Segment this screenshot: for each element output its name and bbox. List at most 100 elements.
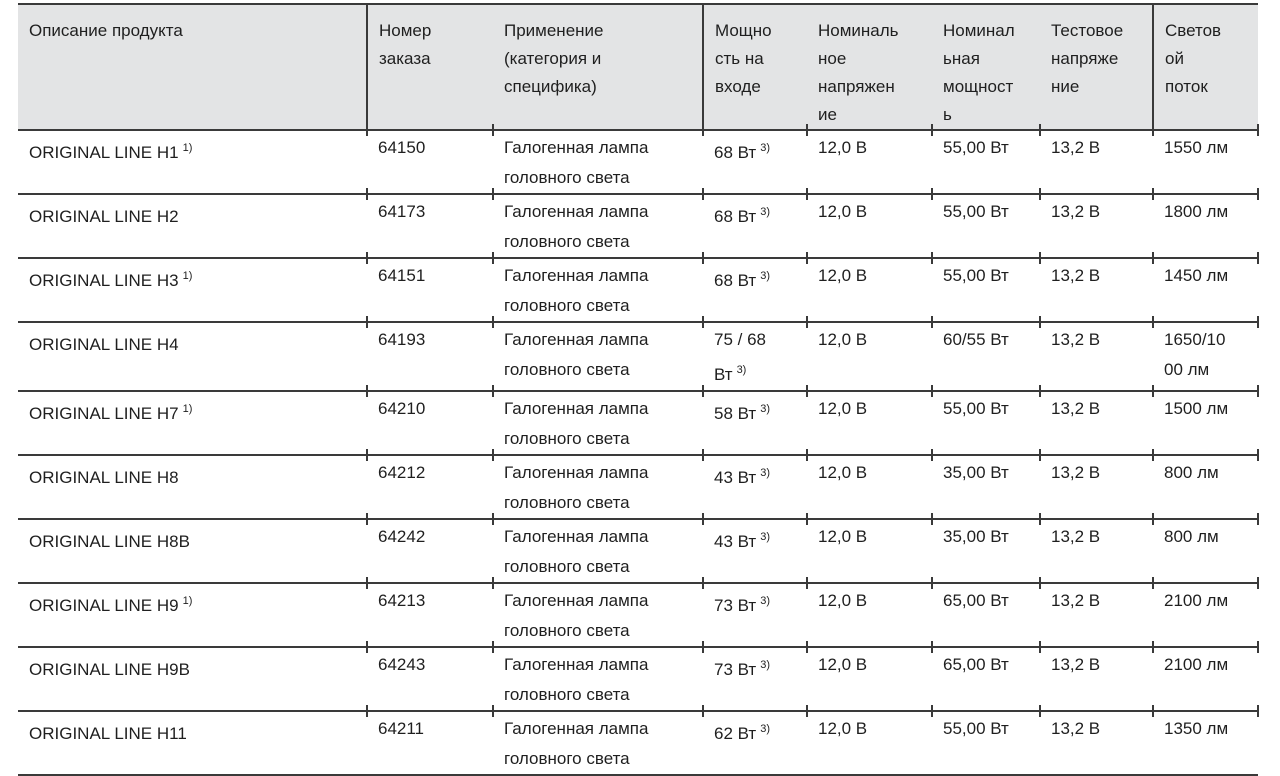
cell-input-power: 62 Вт 3) (702, 704, 807, 776)
product-name: ORIGINAL LINE H9B (29, 660, 190, 679)
cell-luminous-flux: 1650/10 00 лм (1152, 315, 1259, 392)
cell-luminous-flux: 800 лм (1152, 448, 1259, 520)
cell-test-voltage: 13,2 В (1039, 640, 1153, 712)
cell-order-number: 64210 (366, 384, 493, 456)
product-name: ORIGINAL LINE H2 (29, 207, 179, 226)
cell-luminous-flux: 2100 лм (1152, 640, 1259, 712)
cell-nominal-voltage: 12,0 В (806, 448, 932, 520)
cell-luminous-flux: 2100 лм (1152, 576, 1259, 648)
cell-input-power: 73 Вт 3) (702, 640, 807, 712)
cell-product-description: ORIGINAL LINE H7 1) (18, 391, 367, 456)
product-name: ORIGINAL LINE H8 (29, 468, 179, 487)
application-text: Галогенная лампа головного света (504, 655, 649, 704)
application-text: Галогенная лампа головного света (504, 266, 649, 315)
order-number: 64243 (378, 655, 426, 674)
cell-nominal-voltage: 12,0 В (806, 576, 932, 648)
cell-product-description: ORIGINAL LINE H9 1) (18, 583, 367, 648)
cell-application: Галогенная лампа головного света (492, 251, 703, 323)
cell-product-description: ORIGINAL LINE H3 1) (18, 258, 367, 323)
order-number: 64151 (378, 266, 426, 285)
test-voltage-value: 13,2 В (1051, 266, 1101, 285)
footnote-marker: 1) (182, 142, 193, 154)
column-header-nominal-power: Номинал ьная мощност ь (932, 4, 1040, 131)
application-text: Галогенная лампа головного света (504, 719, 649, 768)
cell-application: Галогенная лампа головного света (492, 512, 703, 584)
order-number: 64242 (378, 527, 426, 546)
cell-input-power: 68 Вт 3) (702, 251, 807, 323)
luminous-flux-value: 2100 лм (1164, 655, 1229, 674)
table-row: ORIGINAL LINE H9B 64243 Галогенная лампа… (18, 640, 1259, 712)
cell-input-power: 58 Вт 3) (702, 384, 807, 456)
nominal-voltage-value: 12,0 В (818, 399, 868, 418)
cell-input-power: 68 Вт 3) (702, 187, 807, 259)
cell-test-voltage: 13,2 В (1039, 123, 1153, 195)
application-text: Галогенная лампа головного света (504, 399, 649, 448)
cell-test-voltage: 13,2 В (1039, 512, 1153, 584)
cell-nominal-power: 55,00 Вт (931, 384, 1040, 456)
nominal-power-value: 55,00 Вт (943, 266, 1009, 285)
input-power-value: 73 Вт (714, 660, 757, 679)
nominal-voltage-value: 12,0 В (818, 527, 868, 546)
table-row: ORIGINAL LINE H11 64211 Галогенная лампа… (18, 704, 1259, 776)
cell-product-description: ORIGINAL LINE H4 (18, 322, 367, 392)
luminous-flux-value: 1550 лм (1164, 138, 1229, 157)
cell-application: Галогенная лампа головного света (492, 640, 703, 712)
nominal-power-value: 65,00 Вт (943, 591, 1009, 610)
cell-nominal-power: 35,00 Вт (931, 512, 1040, 584)
cell-nominal-power: 60/55 Вт (931, 315, 1040, 392)
cell-input-power: 68 Вт 3) (702, 123, 807, 195)
footnote-marker: 3) (760, 595, 770, 607)
cell-product-description: ORIGINAL LINE H9B (18, 647, 367, 712)
luminous-flux-value: 800 лм (1164, 463, 1219, 482)
datasheet-page: Описание продукта Номер заказа Применени… (18, 3, 1259, 776)
cell-application: Галогенная лампа головного света (492, 576, 703, 648)
cell-product-description: ORIGINAL LINE H11 (18, 711, 367, 776)
order-number: 64212 (378, 463, 426, 482)
luminous-flux-value: 1350 лм (1164, 719, 1229, 738)
cell-order-number: 64151 (366, 251, 493, 323)
test-voltage-value: 13,2 В (1051, 463, 1101, 482)
input-power-value: 68 Вт (714, 207, 757, 226)
footnote-marker: 1) (182, 595, 193, 607)
cell-nominal-voltage: 12,0 В (806, 640, 932, 712)
footnote-marker: 3) (760, 531, 770, 543)
cell-nominal-voltage: 12,0 В (806, 123, 932, 195)
cell-nominal-power: 55,00 Вт (931, 251, 1040, 323)
cell-luminous-flux: 800 лм (1152, 512, 1259, 584)
footnote-marker: 3) (760, 206, 770, 218)
input-power-value: 75 / 68 Вт (714, 330, 766, 384)
cell-order-number: 64242 (366, 512, 493, 584)
input-power-value: 73 Вт (714, 596, 757, 615)
product-name: ORIGINAL LINE H11 (29, 724, 187, 743)
product-spec-table: Описание продукта Номер заказа Применени… (18, 3, 1259, 776)
nominal-power-value: 65,00 Вт (943, 655, 1009, 674)
cell-nominal-voltage: 12,0 В (806, 251, 932, 323)
cell-luminous-flux: 1550 лм (1152, 123, 1259, 195)
cell-nominal-voltage: 12,0 В (806, 704, 932, 776)
cell-nominal-power: 65,00 Вт (931, 576, 1040, 648)
nominal-voltage-value: 12,0 В (818, 330, 868, 349)
application-text: Галогенная лампа головного света (504, 202, 649, 251)
product-name: ORIGINAL LINE H9 (29, 596, 179, 615)
cell-order-number: 64211 (366, 704, 493, 776)
application-text: Галогенная лампа головного света (504, 330, 649, 379)
cell-luminous-flux: 1800 лм (1152, 187, 1259, 259)
nominal-voltage-value: 12,0 В (818, 202, 868, 221)
application-text: Галогенная лампа головного света (504, 463, 649, 512)
application-text: Галогенная лампа головного света (504, 527, 649, 576)
cell-order-number: 64193 (366, 315, 493, 392)
order-number: 64150 (378, 138, 426, 157)
order-number: 64193 (378, 330, 426, 349)
cell-nominal-voltage: 12,0 В (806, 512, 932, 584)
order-number: 64210 (378, 399, 426, 418)
cell-nominal-voltage: 12,0 В (806, 187, 932, 259)
footnote-marker: 3) (760, 723, 770, 735)
luminous-flux-value: 1450 лм (1164, 266, 1229, 285)
luminous-flux-value: 2100 лм (1164, 591, 1229, 610)
table-row: ORIGINAL LINE H1 1) 64150 Галогенная ламп… (18, 123, 1259, 195)
cell-test-voltage: 13,2 В (1039, 384, 1153, 456)
product-name: ORIGINAL LINE H8B (29, 532, 190, 551)
cell-application: Галогенная лампа головного света (492, 704, 703, 776)
product-name: ORIGINAL LINE H1 (29, 143, 179, 162)
column-header-luminous-flux: Светов ой поток (1153, 4, 1258, 131)
